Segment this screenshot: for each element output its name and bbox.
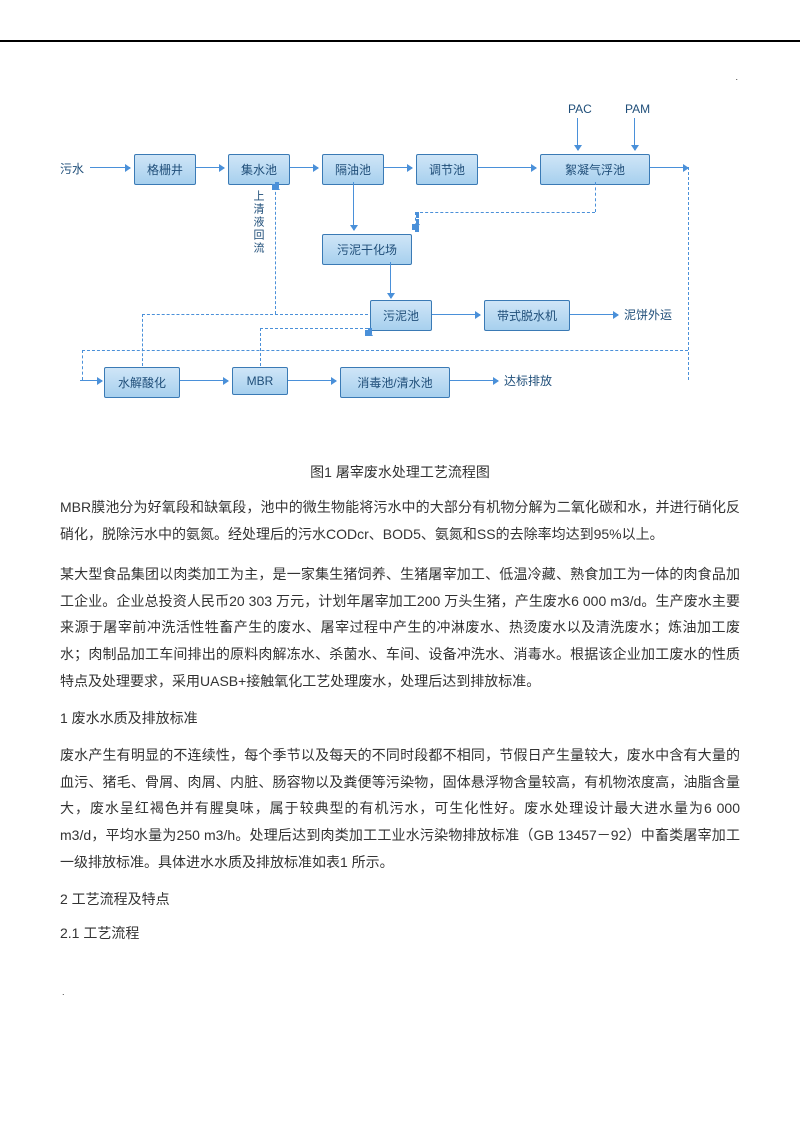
line-hydro-v [82, 350, 83, 380]
corner-mark-bottom: . [62, 987, 65, 997]
box-oil: 隔油池 [322, 154, 384, 185]
line-floc-far-down [688, 167, 689, 380]
arrow-r1-2 [290, 167, 318, 168]
section-2-title: 2 工艺流程及特点 [60, 889, 740, 909]
arrow-r4-3 [450, 380, 498, 381]
label-cake: 泥饼外运 [624, 306, 672, 323]
label-recycle: 上清液回流 [250, 190, 266, 255]
dash-hydro-up-v [142, 314, 143, 366]
box-floc: 絮凝气浮池 [540, 154, 650, 185]
box-sump: 集水池 [228, 154, 290, 185]
box-grille: 格栅井 [134, 154, 196, 185]
dash-hydro-up-h [142, 314, 273, 315]
section-1-title: 1 废水水质及排放标准 [60, 708, 740, 728]
paragraph-company: 某大型食品集团以肉类加工为主，是一家集生猪饲养、生猪屠宰加工、低温冷藏、熟食加工… [60, 561, 740, 694]
dash-mbr-up-v1 [260, 328, 261, 366]
arrow-r1-4 [478, 167, 536, 168]
box-hydrolysis: 水解酸化 [104, 367, 180, 398]
line-hydro-top [82, 350, 688, 351]
dash-mbr-up-arrow [368, 328, 372, 334]
process-flowchart: PAC PAM 污水 格栅井 集水池 隔油池 调节池 絮凝气浮池 上清液回流 污… [60, 102, 740, 442]
arrow-belt-out [570, 314, 618, 315]
arrow-r1-1 [196, 167, 224, 168]
dash-floc-left [415, 212, 595, 213]
arrow-in [90, 167, 130, 168]
arrow-oil-down [353, 182, 354, 230]
arrow-into-hydro [80, 380, 102, 381]
paragraph-water-quality: 废水产生有明显的不连续性，每个季节以及每天的不同时段都不相同，节假日产生量较大，… [60, 742, 740, 875]
box-drying: 污泥干化场 [322, 234, 412, 265]
paragraph-mbr: MBR膜池分为好氧段和缺氧段，池中的微生物能将污水中的大部分有机物分解为二氧化碳… [60, 494, 740, 547]
document-page: . PAC PAM 污水 格栅井 集水池 隔油池 调节池 絮凝气浮池 上清液回流… [0, 40, 800, 997]
arrow-floc-out [650, 167, 688, 168]
label-discharge: 达标排放 [504, 372, 552, 389]
arrow-sludge-belt [432, 314, 480, 315]
dash-floc-into-dry [415, 212, 419, 232]
arrow-pam-down [634, 118, 635, 150]
arrow-r4-1 [180, 380, 228, 381]
label-pac: PAC [568, 102, 592, 116]
figure-caption: 图1 屠宰废水处理工艺流程图 [60, 462, 740, 482]
box-sludge: 污泥池 [370, 300, 432, 331]
corner-mark-top: . [735, 72, 738, 82]
box-mbr: MBR [232, 367, 288, 395]
dash-recycle-arrow [275, 182, 279, 188]
dash-recycle-v [275, 182, 276, 314]
dash-recycle-h [275, 314, 368, 315]
label-pam: PAM [625, 102, 650, 116]
arrow-pac-down [577, 118, 578, 150]
section-2-1-title: 2.1 工艺流程 [60, 923, 740, 943]
box-belt: 带式脱水机 [484, 300, 570, 331]
box-disinfect: 消毒池/清水池 [340, 367, 450, 398]
arrow-r1-3 [384, 167, 412, 168]
dash-mbr-up-h [260, 328, 368, 329]
box-adjust: 调节池 [416, 154, 478, 185]
label-sewage: 污水 [60, 160, 84, 177]
dash-floc-down [595, 182, 596, 212]
arrow-dry-sludge [390, 262, 391, 298]
arrow-r4-2 [288, 380, 336, 381]
